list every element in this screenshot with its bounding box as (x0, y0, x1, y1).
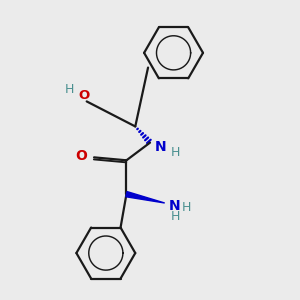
Polygon shape (126, 192, 165, 203)
Text: N: N (154, 140, 166, 154)
Text: O: O (78, 89, 89, 102)
Text: N: N (169, 199, 181, 213)
Text: H: H (64, 83, 74, 96)
Text: H: H (182, 201, 191, 214)
Text: H: H (170, 146, 180, 159)
Text: O: O (75, 149, 87, 163)
Text: H: H (170, 210, 180, 223)
